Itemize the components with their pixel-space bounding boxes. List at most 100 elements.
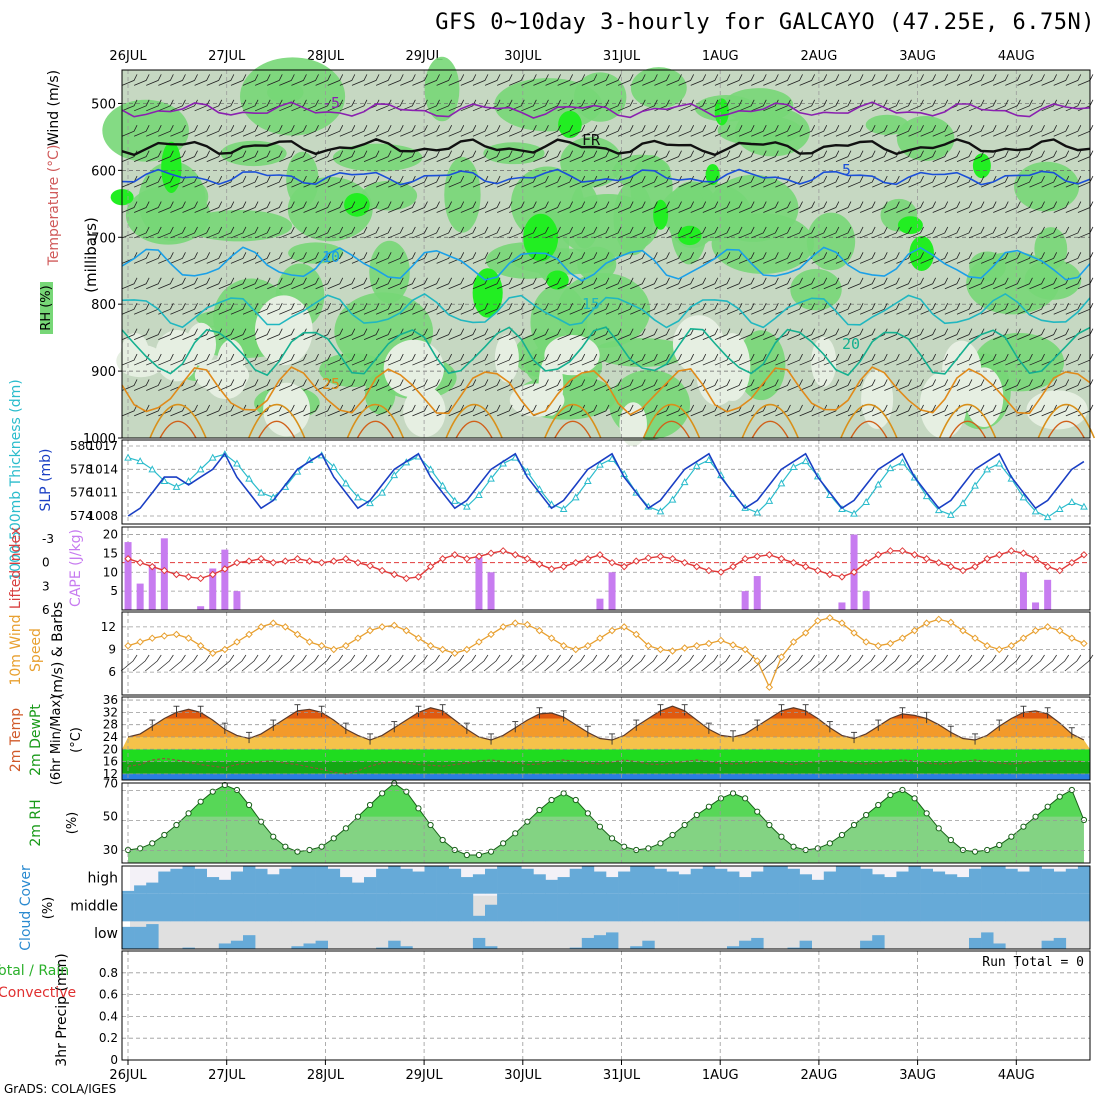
cloud-bar-high [1077,866,1091,894]
wind-barb [689,654,707,672]
wind-barb [993,277,1009,290]
wind-barb [557,353,574,366]
wind-barb [847,175,864,188]
warm-contour [149,404,207,439]
wind-barb [859,353,876,366]
wind-barb [206,175,223,188]
wind-barb [859,379,876,391]
data-point [862,497,870,505]
wind-barb [605,201,622,213]
wind-barb [932,252,949,264]
wind-barb [932,201,949,213]
wind-barb [968,99,985,112]
data-point [426,642,435,650]
wind-barb [170,125,186,137]
wind-barb [339,99,356,112]
cloud-bar-middle [593,893,607,922]
rh-legend-swatch [40,282,53,334]
wind-barb [642,125,658,137]
wind-barb [726,74,743,86]
slp-gridlines [122,445,1090,517]
wind-barb [823,379,840,391]
wind-barb [568,654,586,672]
data-point [1031,507,1040,515]
wind-barb [339,201,356,213]
data-point [971,848,979,855]
wind-barb [823,125,840,137]
wind-barb [847,328,864,341]
rh-high-patch [897,216,923,235]
bottom-date-axis: 26JUL 27JUL 28JUL 29JUL 30JUL 31JUL 1AUG 2AUG 3A… [109,1060,1035,1083]
cloud-bar-middle [1041,893,1054,922]
data-point [910,626,919,635]
wind-barb [678,175,695,188]
wind-barb [690,99,707,112]
wind-barb [460,277,477,290]
wind-barb [738,175,755,188]
wind-barb [666,379,682,391]
data-point [584,810,591,817]
wind-barb [605,175,622,188]
rh-patch [790,268,842,311]
wind-barb [666,201,682,213]
wind-barb [581,379,598,391]
wind-barb [532,654,549,672]
wind-barb [520,654,537,672]
wind-barb [630,226,646,239]
cloud-bar-high [969,868,982,894]
wind-barb [351,74,368,86]
wind-barb [1053,74,1070,86]
data-point [717,636,725,645]
wind-barb [569,201,586,213]
wind-barb [872,277,888,290]
wind-barb [738,328,755,341]
wind-barb [242,74,259,86]
wind-barb [642,379,658,391]
wind-barb [1029,74,1045,86]
wind-barb [1041,99,1058,112]
wind-barb [823,99,840,112]
wind-barb [872,303,888,315]
cloud-bar-low [787,947,800,949]
cloud-bar-middle [1029,893,1042,922]
wind-barb [751,201,767,213]
wind-barb [690,353,707,366]
cloud-bar-middle [182,893,195,922]
wind-barb [339,226,356,239]
wind-barb [654,125,670,137]
data-point [426,465,435,473]
wind-barb [315,277,332,290]
thickness-axis-title: 1000-500mb Thickness (dm) [8,379,24,580]
data-point [1044,803,1051,810]
wind-barb [569,252,586,264]
cloud-bar-low [872,935,885,949]
data-point [850,509,858,517]
wind-barb [182,404,198,417]
cloud-bar-middle [763,893,776,922]
wind-barb [267,404,283,417]
rh-dry-patch [194,359,250,392]
data-point [753,508,762,516]
wind-barb [678,252,695,264]
wind-barb [775,74,791,86]
wind-barb [291,125,307,137]
data-point [669,831,676,839]
cape-bar [608,572,616,610]
rh-high-patch [909,236,934,271]
wind-barb [279,404,295,417]
wind-barb [1029,252,1045,264]
data-point [571,493,580,501]
data-point [463,851,470,859]
cloud-frame [121,865,1091,950]
wind-barb [230,175,247,188]
wind-barb [267,379,283,391]
cloud-bar-low [182,947,195,949]
data-point [463,502,471,510]
data-point [826,614,834,622]
data-point [971,634,979,642]
wind-barb [666,175,682,188]
wind-barb [242,353,259,366]
wind-barb [303,74,319,86]
top-date-label: 29JUL [406,49,444,64]
